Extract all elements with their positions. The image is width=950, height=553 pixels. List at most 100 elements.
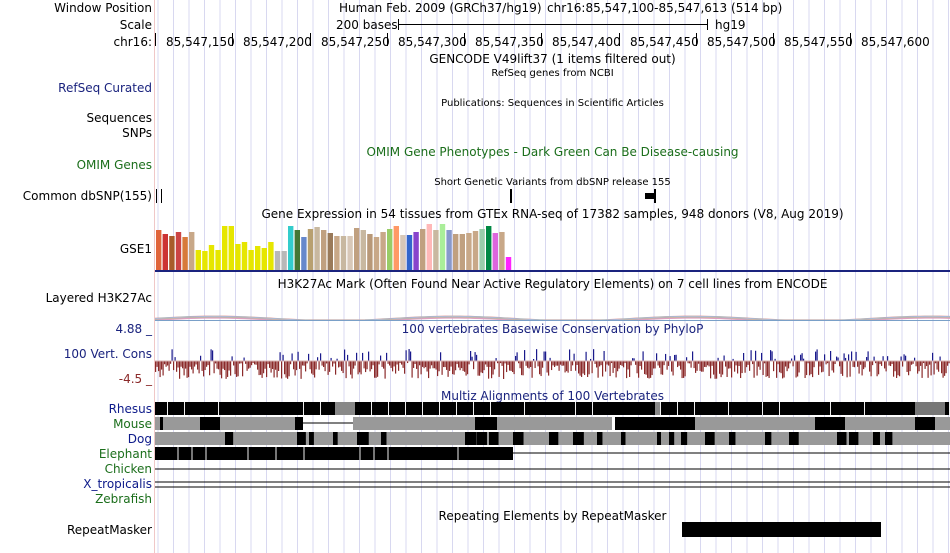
gtex-tissue-bar[interactable] (360, 230, 366, 270)
dbsnp-variant[interactable] (156, 189, 157, 203)
gtex-tissue-bar[interactable] (307, 229, 314, 270)
dbsnp-variant[interactable] (510, 189, 512, 203)
omim-genes-label[interactable]: OMIM Genes (76, 158, 152, 172)
gtex-tissue-bar[interactable] (426, 224, 432, 270)
gtex-tissue-bar[interactable] (241, 242, 248, 270)
phylop-score (828, 361, 830, 377)
gtex-tissue-bar[interactable] (373, 237, 380, 270)
gtex-tissue-bar[interactable] (400, 235, 406, 270)
omim-track-title[interactable]: OMIM Gene Phenotypes - Dark Green Can Be… (366, 145, 739, 159)
common-dbsnp-label[interactable]: Common dbSNP(155) (22, 189, 152, 203)
gtex-tissue-bar[interactable] (446, 230, 452, 270)
dbsnp-variant[interactable] (645, 193, 655, 199)
gtex-tissue-bar[interactable] (208, 245, 215, 270)
species-label[interactable]: Elephant (98, 447, 152, 461)
gtex-tissue-bar[interactable] (347, 236, 353, 270)
gtex-tissue-bar[interactable] (301, 237, 307, 270)
gtex-tissue-bar[interactable] (499, 232, 505, 270)
phylop-score (273, 361, 275, 378)
repeat-element[interactable] (682, 522, 881, 537)
gtex-tissue-bar[interactable] (175, 232, 182, 270)
gtex-tissue-bar[interactable] (439, 224, 446, 270)
gtex-tissue-bar[interactable] (182, 237, 188, 270)
species-label[interactable]: Dog (127, 432, 152, 446)
gtex-tissue-bar[interactable] (156, 230, 162, 270)
gtex-tissue-bar[interactable] (222, 226, 228, 270)
gtex-tissue-bar[interactable] (215, 250, 221, 270)
gtex-tissue-bar[interactable] (294, 230, 300, 270)
refseq-track-title[interactable]: RefSeq genes from NCBI (491, 68, 614, 79)
multiz-alignment-rows[interactable] (155, 401, 950, 496)
phylop-score (906, 361, 908, 372)
dbsnp-variant[interactable] (654, 189, 656, 203)
gencode-track-title[interactable]: GENCODE V49lift37 (1 items filtered out) (429, 52, 676, 66)
phylop-score (270, 361, 272, 373)
phylop-score (443, 361, 445, 368)
gtex-tissue-bar[interactable] (486, 226, 492, 270)
gtex-tissue-bar[interactable] (274, 251, 281, 270)
refseq-curated-label[interactable]: RefSeq Curated (58, 81, 152, 95)
gtex-tissue-bar[interactable] (321, 230, 327, 270)
gtex-tissue-bar[interactable] (281, 251, 287, 270)
gtex-tissue-bar[interactable] (459, 234, 465, 270)
repeatmasker-label[interactable]: RepeatMasker (66, 523, 152, 537)
gtex-tissue-bar[interactable] (505, 257, 512, 270)
gtex-tissue-bar[interactable] (387, 229, 393, 270)
gtex-tissue-bar[interactable] (433, 230, 439, 270)
gtex-tissue-bar[interactable] (420, 229, 426, 270)
gtex-tissue-bar[interactable] (195, 250, 201, 270)
gtex-tissue-bar[interactable] (406, 235, 413, 270)
gtex-tissue-bar[interactable] (453, 234, 459, 270)
gtex-tissue-bar[interactable] (189, 232, 195, 270)
gtex-tissue-bar[interactable] (202, 251, 208, 270)
gtex-tissue-bar[interactable] (235, 244, 241, 270)
vert-cons-label[interactable]: 100 Vert. Cons (63, 347, 152, 361)
gtex-track-title[interactable]: Gene Expression in 54 tissues from GTEx … (261, 207, 844, 221)
dbsnp-track-title[interactable]: Short Genetic Variants from dbSNP releas… (434, 177, 671, 188)
gtex-tissue-bar[interactable] (466, 233, 472, 270)
publications-track-title[interactable]: Publications: Sequences in Scientific Ar… (441, 98, 664, 109)
sequences-label[interactable]: Sequences (86, 111, 152, 125)
phylop-track-title[interactable]: 100 vertebrates Basewise Conservation by… (401, 322, 704, 336)
gtex-tissue-bar[interactable] (228, 226, 234, 270)
gtex-tissue-bar[interactable] (334, 236, 340, 270)
species-label[interactable]: Zebrafish (95, 492, 152, 506)
phylop-conservation-plot[interactable] (155, 345, 950, 385)
phylop-score (656, 353, 658, 361)
gtex-tissue-bar[interactable] (261, 248, 267, 270)
species-label[interactable]: X_tropicalis (83, 477, 152, 491)
gtex-tissue-bar[interactable] (255, 246, 261, 270)
gse1-label[interactable]: GSE1 (119, 242, 152, 256)
gtex-tissue-bar[interactable] (492, 233, 498, 270)
h3k27ac-track-title[interactable]: H3K27Ac Mark (Often Found Near Active Re… (277, 277, 828, 291)
phylop-score (471, 356, 473, 361)
gtex-tissue-bar[interactable] (248, 250, 254, 270)
snps-label[interactable]: SNPs (122, 126, 152, 140)
gtex-tissue-bar[interactable] (380, 232, 386, 270)
gtex-tissue-bar[interactable] (472, 231, 479, 270)
gtex-tissue-bar[interactable] (340, 236, 347, 270)
species-label[interactable]: Rhesus (108, 402, 152, 416)
gtex-tissue-bar[interactable] (288, 226, 294, 270)
gtex-tissue-bar[interactable] (367, 234, 373, 270)
phylop-score (869, 361, 871, 372)
gtex-tissue-bar[interactable] (268, 242, 274, 270)
gtex-tissue-bar[interactable] (393, 226, 399, 270)
gtex-tissue-bar[interactable] (314, 227, 320, 270)
species-label[interactable]: Chicken (104, 462, 152, 476)
layered-h3k27ac-label[interactable]: Layered H3K27Ac (45, 291, 152, 305)
gtex-tissue-bar[interactable] (354, 228, 360, 270)
species-label[interactable]: Mouse (113, 417, 152, 431)
h3k27ac-signal[interactable] (155, 313, 950, 321)
gtex-tissue-bar[interactable] (479, 229, 485, 270)
track-area[interactable]: Human Feb. 2009 (GRCh37/hg19) chr16:85,5… (155, 0, 950, 553)
phylop-score (200, 355, 202, 361)
gtex-tissue-bar[interactable] (169, 236, 175, 270)
gtex-bar-chart[interactable] (155, 221, 950, 271)
repeatmasker-track-title[interactable]: Repeating Elements by RepeatMasker (438, 509, 667, 523)
gtex-tissue-bar[interactable] (327, 233, 333, 270)
dbsnp-variant[interactable] (161, 189, 162, 203)
gtex-tissue-bar[interactable] (162, 234, 168, 270)
gtex-tissue-bar[interactable] (413, 232, 419, 270)
multiz-track-title[interactable]: Multiz Alignments of 100 Vertebrates (440, 389, 665, 403)
